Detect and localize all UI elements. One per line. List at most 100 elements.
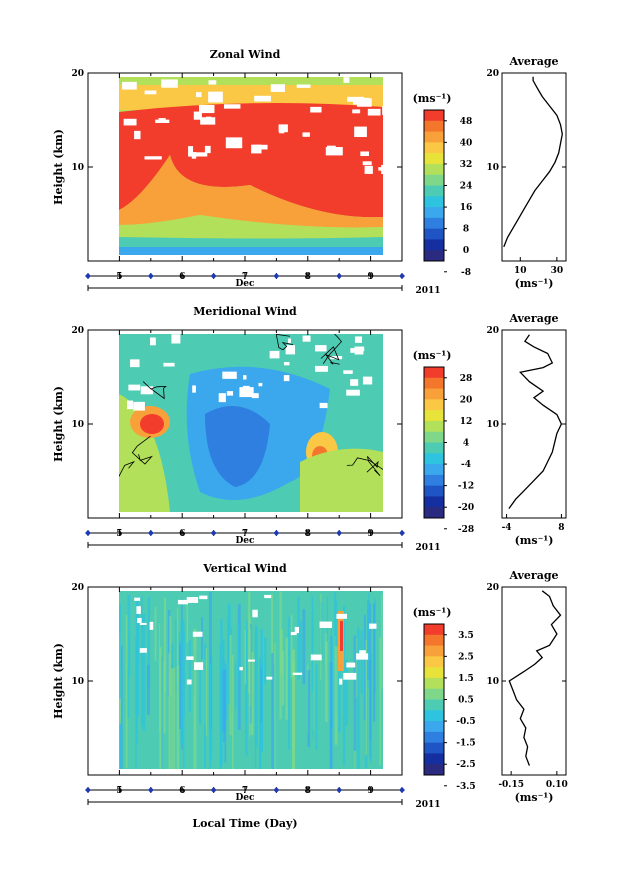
w-streak [344, 659, 348, 726]
colorbar-label: 8 [463, 225, 469, 235]
missing-data [269, 350, 280, 359]
w-streak [125, 615, 128, 769]
y-axis-label: Height (km) [52, 129, 65, 205]
y-tick-label: 20 [71, 326, 84, 336]
w-streak [176, 665, 180, 769]
w-streak [326, 596, 329, 679]
colorbar-swatch [424, 399, 444, 411]
missing-data [264, 594, 272, 599]
missing-data [278, 124, 288, 133]
y-tick-label: 10 [71, 677, 84, 687]
x-tick-label: 5 [116, 786, 122, 796]
w-streak [140, 596, 143, 727]
missing-data [218, 393, 226, 403]
date-marker [85, 273, 91, 279]
w-streak [198, 668, 202, 725]
w-streak [373, 603, 376, 722]
missing-data [208, 80, 217, 85]
colorbar-label: 2.5 [458, 652, 474, 662]
w-streak [231, 654, 234, 769]
date-marker [399, 530, 405, 536]
region-green2 [300, 448, 383, 512]
missing-data [189, 152, 208, 157]
profile-y-label: 10 [486, 677, 499, 687]
colorbar-swatch [424, 420, 444, 433]
missing-data [283, 375, 290, 382]
year-label: 2011 [415, 543, 440, 553]
colorbar-swatch [424, 239, 444, 251]
w-streak [287, 616, 291, 750]
colorbar-unit: (ms⁻¹) [413, 92, 452, 105]
missing-data [266, 676, 273, 680]
missing-data [336, 613, 348, 619]
panel-3: Vertical Wind 20 10 Height (km) 5 6 7 8 9 Dec 2011… [52, 562, 568, 830]
missing-data [315, 365, 328, 372]
missing-data [302, 132, 310, 137]
profile-y-label: 10 [486, 163, 499, 173]
colorbar-swatch [424, 634, 444, 647]
missing-data [186, 656, 194, 660]
w-streak [163, 661, 166, 734]
colorbar-label: -20 [458, 503, 474, 513]
profile-frame [501, 72, 567, 262]
w-streak [237, 625, 241, 679]
colorbar-label: 16 [460, 203, 473, 213]
colorbar-swatch [424, 388, 444, 400]
colorbar-swatch [424, 110, 444, 122]
profile-y-label: 20 [486, 326, 499, 336]
x-tick-label: 7 [242, 786, 248, 796]
w-streak [292, 661, 295, 769]
chart-title: Zonal Wind [210, 48, 281, 61]
colorbar-label: -1.5 [456, 739, 475, 749]
missing-data [239, 666, 243, 671]
date-marker [210, 273, 217, 279]
missing-data [155, 119, 170, 124]
colorbar-swatch [424, 677, 444, 690]
missing-data [208, 91, 223, 103]
x-tick-label: 8 [305, 272, 311, 282]
missing-data [243, 375, 247, 380]
w-streak [297, 596, 300, 680]
colorbar-unit: (ms⁻¹) [413, 606, 452, 619]
w-streak [379, 637, 381, 765]
missing-data [123, 118, 137, 126]
x-axis-label: Local Time (Day) [192, 817, 297, 830]
date-marker [147, 530, 154, 536]
colorbar-label: -2.5 [456, 760, 475, 770]
w-streak [329, 662, 333, 769]
colorbar-swatch [424, 217, 444, 230]
w-streak [250, 623, 252, 724]
missing-data [226, 391, 234, 396]
colorbar-swatch [424, 474, 444, 487]
missing-data [290, 631, 297, 636]
colorbar-swatch [424, 174, 444, 186]
date-marker [147, 787, 154, 793]
w-streak [271, 594, 273, 676]
colorbar-label: -8 [461, 268, 471, 278]
w-streak [201, 617, 203, 660]
date-marker [336, 530, 343, 536]
colorbar-swatch [424, 442, 444, 454]
profile-x-label: -0.15 [498, 780, 524, 790]
missing-data [150, 337, 156, 346]
missing-data [354, 336, 363, 343]
missing-data [319, 621, 332, 628]
profile-line [508, 334, 563, 509]
chart-title: Vertical Wind [202, 562, 287, 575]
colorbar-label: 32 [460, 160, 473, 170]
w-streak [249, 628, 251, 707]
missing-data [302, 335, 311, 342]
date-marker [210, 787, 217, 793]
w-streak [188, 640, 192, 712]
colorbar-swatch [424, 196, 444, 208]
missing-data [139, 622, 147, 625]
panel-2: Meridional Wind 20 10 Height (km) 5 6 7 8 9 Dec 20… [52, 305, 567, 553]
colorbar-label: -0.5 [456, 717, 475, 727]
heatmap-field [119, 334, 383, 512]
w-streak [369, 659, 372, 742]
y-tick-label: 20 [71, 583, 84, 593]
colorbar-label: 4 [463, 439, 469, 449]
date-marker [273, 273, 280, 279]
missing-data [367, 108, 381, 116]
w-streak [353, 635, 357, 751]
